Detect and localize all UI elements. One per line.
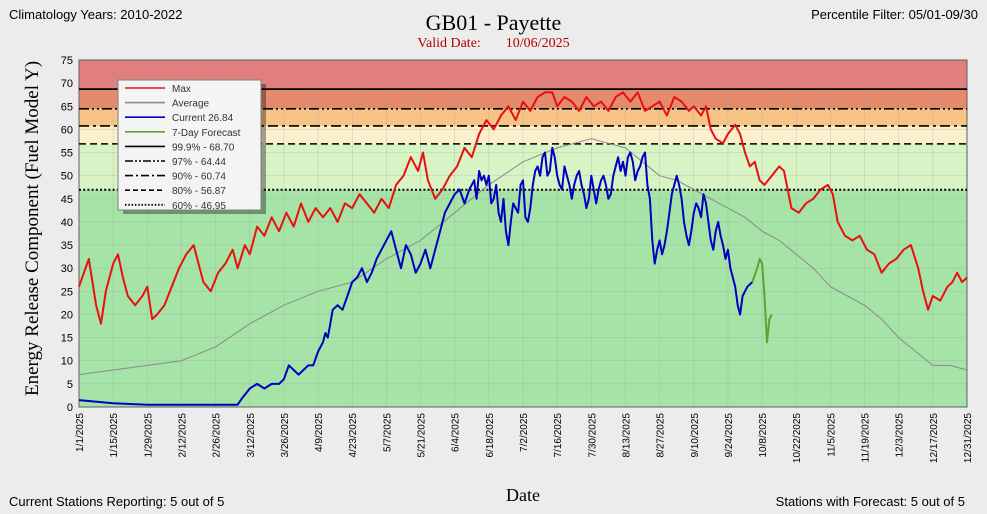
y-tick-label: 25 — [61, 286, 73, 298]
band-2 — [79, 125, 967, 144]
legend-label: Average — [172, 99, 210, 110]
stations-forecast-label: Stations with Forecast: 5 out of 5 — [775, 494, 965, 509]
legend-label: 7-Day Forecast — [172, 128, 241, 139]
series-line-max — [78, 91, 968, 325]
legend-label: 97% - 64.44 — [172, 157, 226, 168]
valid-date-label: Valid Date: — [417, 36, 481, 51]
y-tick-label: 75 — [61, 55, 73, 67]
x-tick-label: 10/22/2025 — [792, 413, 803, 463]
x-tick-label: 5/21/2025 — [417, 413, 428, 458]
x-tick-label: 12/31/2025 — [963, 413, 974, 463]
x-tick-label: 3/12/2025 — [246, 413, 257, 458]
x-tick-label: 3/26/2025 — [280, 413, 291, 458]
legend-label: 90% - 60.74 — [172, 172, 226, 183]
x-tick-label: 8/13/2025 — [621, 413, 632, 458]
x-tick-label: 9/10/2025 — [690, 413, 701, 458]
y-tick-label: 65 — [61, 101, 73, 113]
band-4 — [79, 89, 967, 109]
x-tick-label: 12/3/2025 — [895, 413, 906, 458]
y-tick-label: 50 — [61, 171, 73, 183]
plot-frame — [78, 59, 968, 408]
x-tick-label: 10/8/2025 — [758, 413, 769, 458]
legend-label: 80% - 56.87 — [172, 186, 226, 197]
x-tick-label: 9/24/2025 — [724, 413, 735, 458]
legend-box — [117, 79, 262, 211]
y-tick-label: 0 — [67, 402, 73, 414]
x-tick-label: 7/16/2025 — [553, 413, 564, 458]
legend-label: Current 26.84 — [172, 113, 234, 124]
x-tick-label: 5/7/2025 — [382, 413, 393, 452]
y-tick-label: 20 — [61, 309, 73, 321]
y-tick-label: 15 — [61, 333, 73, 345]
y-tick-label: 55 — [61, 148, 73, 160]
legend: Max Average Current 26.84 7-Day Forecast 99.… — [117, 79, 266, 214]
y-tick-label: 40 — [61, 217, 73, 229]
valid-date-value: 10/06/2025 — [505, 36, 570, 51]
band-0 — [79, 189, 967, 407]
x-tick-label: 11/5/2025 — [826, 413, 837, 457]
y-tick-label: 45 — [61, 194, 73, 206]
legend-label: 99.9% - 68.70 — [172, 142, 235, 153]
y-tick-label: 10 — [61, 356, 73, 368]
y-tick-label: 60 — [61, 124, 73, 136]
x-tick-label: 2/12/2025 — [177, 413, 188, 458]
x-tick-label: 1/1/2025 — [75, 413, 86, 452]
percentile-filter-label: Percentile Filter: 05/01-09/30 — [811, 7, 978, 22]
band-3 — [79, 108, 967, 126]
chart-title: GB01 - Payette — [425, 10, 562, 35]
x-tick-label: 6/4/2025 — [451, 413, 462, 452]
legend-label: 60% - 46.95 — [172, 201, 226, 212]
x-tick-label: 8/27/2025 — [656, 413, 667, 458]
x-axis-title: Date — [506, 485, 540, 505]
legend-label: Max — [172, 84, 191, 95]
x-tick-label: 4/9/2025 — [314, 413, 325, 452]
series-line-average — [78, 138, 968, 376]
x-tick-label: 11/19/2025 — [861, 413, 872, 463]
y-tick-label: 5 — [67, 379, 73, 391]
y-tick-label: 70 — [61, 78, 73, 90]
y-tick-label: 30 — [61, 263, 73, 275]
x-tick-label: 7/30/2025 — [587, 413, 598, 458]
x-tick-label: 7/2/2025 — [519, 413, 530, 452]
x-tick-label: 2/26/2025 — [212, 413, 223, 458]
stations-reporting-label: Current Stations Reporting: 5 out of 5 — [9, 494, 225, 509]
x-tick-label: 12/17/2025 — [929, 413, 940, 463]
climatology-years-label: Climatology Years: 2010-2022 — [9, 7, 183, 22]
series-line-7-day-forecast — [751, 257, 773, 344]
x-tick-label: 6/18/2025 — [485, 413, 496, 458]
x-tick-label: 1/15/2025 — [109, 413, 120, 458]
series-line-current — [78, 146, 753, 406]
valid-date-line: Valid Date: 10/06/2025 — [0, 36, 987, 52]
x-tick-label: 1/29/2025 — [143, 413, 154, 458]
y-tick-label: 35 — [61, 240, 73, 252]
x-tick-label: 4/23/2025 — [348, 413, 359, 458]
